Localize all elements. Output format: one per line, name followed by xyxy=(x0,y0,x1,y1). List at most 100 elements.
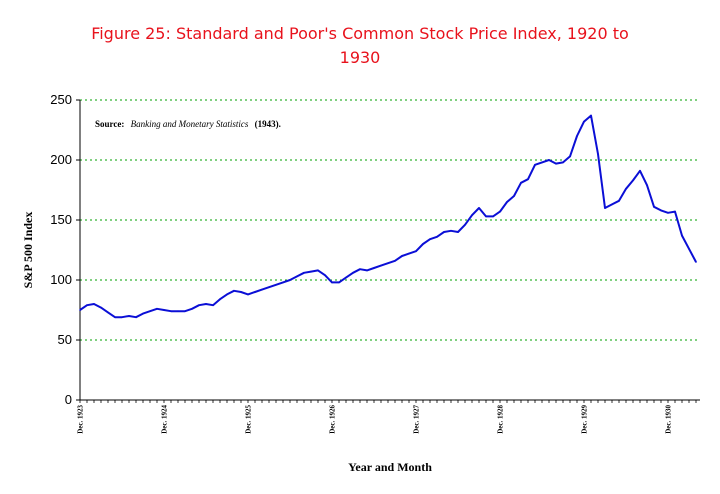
data-point xyxy=(212,304,214,307)
data-point xyxy=(296,275,298,278)
data-point xyxy=(520,182,522,184)
data-point xyxy=(331,281,333,284)
x-axis-label: Year and Month xyxy=(348,460,432,474)
data-point xyxy=(100,306,102,309)
data-point xyxy=(170,310,172,313)
data-point xyxy=(149,310,151,313)
data-point xyxy=(450,230,452,232)
data-point xyxy=(464,224,466,226)
data-point xyxy=(261,288,263,291)
y-tick-label-250: 250 xyxy=(50,92,72,107)
data-point xyxy=(93,303,95,305)
y-tick-label-150: 150 xyxy=(50,212,72,227)
data-point xyxy=(478,207,480,209)
data-point xyxy=(177,310,179,313)
data-point xyxy=(247,293,249,296)
data-point xyxy=(597,153,599,155)
data-point xyxy=(233,290,235,292)
data-point xyxy=(569,155,571,158)
x-tick-label: Dec. 1925 xyxy=(245,405,253,434)
data-point xyxy=(401,255,403,257)
data-point xyxy=(667,212,669,214)
data-point xyxy=(415,250,417,252)
data-point xyxy=(345,276,347,279)
data-point xyxy=(310,270,312,273)
data-point xyxy=(86,304,88,307)
data-point xyxy=(289,279,291,281)
data-point xyxy=(121,316,123,319)
data-point xyxy=(380,264,382,267)
data-point xyxy=(457,231,459,233)
data-point xyxy=(625,188,627,190)
y-tick-label-100: 100 xyxy=(50,272,72,287)
data-point xyxy=(163,309,165,311)
data-point xyxy=(205,303,207,305)
data-point xyxy=(135,316,137,319)
data-point xyxy=(604,207,606,209)
data-point xyxy=(408,252,410,255)
data-point xyxy=(268,286,270,289)
data-point xyxy=(660,209,662,212)
y-tick-label-50: 50 xyxy=(58,332,72,347)
data-point xyxy=(611,203,613,206)
data-point xyxy=(674,210,676,213)
data-point xyxy=(541,161,543,164)
data-point xyxy=(317,269,319,272)
data-point xyxy=(240,291,242,293)
y-tick-label-200: 200 xyxy=(50,152,72,167)
data-point xyxy=(324,274,326,277)
data-point xyxy=(359,268,361,271)
data-point xyxy=(114,316,116,319)
data-point xyxy=(555,162,557,165)
data-point xyxy=(688,248,690,250)
data-point xyxy=(366,269,368,272)
data-point xyxy=(576,135,578,137)
source-year: (1943). xyxy=(255,119,281,129)
data-point xyxy=(534,164,536,166)
x-tick-label: Dec. 1924 xyxy=(161,405,169,434)
source-note: Source: Banking and Monetary Statistics … xyxy=(95,119,281,129)
data-point xyxy=(156,308,158,310)
x-tick-label: Dec. 1926 xyxy=(329,405,337,434)
data-point xyxy=(128,315,130,317)
data-point xyxy=(429,238,431,240)
x-tick-label: Dec. 1923 xyxy=(77,405,85,434)
data-point xyxy=(513,195,515,197)
x-tick-label: Dec. 1929 xyxy=(581,405,589,434)
data-point xyxy=(275,284,277,286)
data-point xyxy=(618,200,620,202)
y-axis-label: S&P 500 Index xyxy=(21,212,35,289)
x-tick-label: Dec. 1927 xyxy=(413,405,421,434)
data-point xyxy=(422,243,424,245)
data-point xyxy=(681,234,683,237)
data-point xyxy=(226,293,228,296)
source-label: Source: xyxy=(95,119,124,129)
data-point xyxy=(632,179,634,182)
data-point xyxy=(352,272,354,274)
data-point xyxy=(471,214,473,216)
data-point xyxy=(506,201,508,203)
data-point xyxy=(184,310,186,313)
data-point xyxy=(107,311,109,314)
data-point xyxy=(653,206,655,208)
data-point xyxy=(492,215,494,218)
data-point xyxy=(590,114,592,117)
data-point xyxy=(485,215,487,218)
y-axis-ticks: 0 50 100 150 200 250 xyxy=(50,92,80,407)
x-tick-label: Dec. 1930 xyxy=(665,405,673,434)
grid-lines xyxy=(80,99,700,341)
x-tick-label: Dec. 1928 xyxy=(497,405,505,434)
data-point xyxy=(562,161,564,164)
data-point xyxy=(394,260,396,262)
data-point xyxy=(443,231,445,233)
data-point xyxy=(219,298,221,301)
data-point xyxy=(338,281,340,284)
chart-title-line-1: Figure 25: Standard and Poor's Common St… xyxy=(91,24,629,43)
data-point xyxy=(436,236,438,238)
chart-title: Figure 25: Standard and Poor's Common St… xyxy=(60,22,660,70)
x-axis-ticks: Dec. 1923 Dec. 1924 Dec. 1925 Dec. 1926 Dec.… xyxy=(77,400,697,434)
series-line xyxy=(79,114,697,319)
data-point xyxy=(583,120,585,123)
chart-title-line-2: 1930 xyxy=(339,48,381,67)
